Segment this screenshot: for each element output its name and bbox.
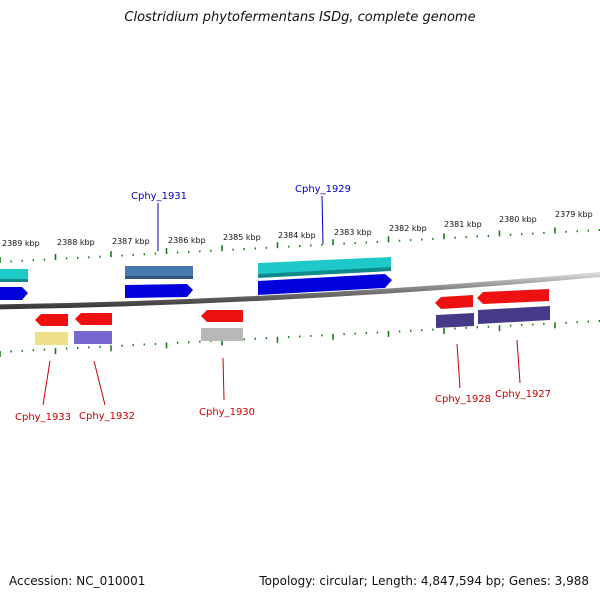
gene-block-cphy-1931[interactable] [125, 266, 193, 278]
accession-text: Accession: NC_010001 [9, 574, 146, 588]
gene-arrow-cphy-1931[interactable] [125, 284, 193, 298]
map-title: Clostridium phytofermentans ISDg, comple… [124, 10, 476, 25]
gene-label-cphy-1931[interactable]: Cphy_1931 [131, 191, 187, 202]
kbp-label: 2380 kbp [499, 215, 537, 224]
gene-arrow-cphy-1930[interactable] [201, 310, 243, 322]
gene-block-cphy-1927[interactable] [478, 306, 550, 324]
reverse-genes [35, 289, 550, 345]
gene-arrow-cphy-1929[interactable] [258, 274, 392, 295]
forward-genes [0, 257, 392, 300]
leader-cphy-1927 [516, 339, 521, 384]
kbp-label: 2388 kbp [57, 238, 95, 247]
leader-lines [42, 195, 521, 406]
gene-shade [125, 276, 193, 279]
topology-summary: Topology: circular; Length: 4,847,594 bp… [259, 574, 589, 588]
kbp-label: 2381 kbp [444, 220, 482, 229]
kbp-label: 2385 kbp [223, 233, 261, 242]
gene-labels: Cphy_1931 Cphy_1929 Cphy_1933 Cphy_1932 … [15, 184, 551, 423]
gene-arrow[interactable] [0, 287, 28, 300]
kbp-label: 2382 kbp [389, 224, 427, 233]
leader-cphy-1930 [222, 357, 225, 401]
gene-block-cphy-1930[interactable] [201, 328, 243, 341]
kbp-label: 2387 kbp [112, 237, 150, 246]
gene-block-cphy-1932[interactable] [74, 331, 112, 344]
gene-label-cphy-1928[interactable]: Cphy_1928 [435, 394, 491, 405]
kbp-label: 2389 kbp [2, 239, 40, 248]
gene-shade [258, 267, 391, 278]
gene-block[interactable] [0, 269, 28, 281]
leader-cphy-1933 [42, 360, 51, 406]
gene-block-cphy-1933[interactable] [35, 332, 68, 345]
gene-arrow-cphy-1932[interactable] [75, 313, 112, 325]
upper-tick-track [0, 227, 600, 263]
chromosome-backbone [0, 271, 600, 310]
gene-shade [0, 279, 28, 282]
leader-cphy-1928 [456, 343, 461, 389]
kbp-labels: 2389 kbp 2388 kbp 2387 kbp 2386 kbp 2385… [2, 210, 593, 248]
kbp-label: 2383 kbp [334, 228, 372, 237]
leader-cphy-1932 [93, 360, 106, 406]
leader-cphy-1929 [321, 195, 324, 245]
gene-arrow-cphy-1927[interactable] [477, 289, 549, 304]
gene-arrow-cphy-1933[interactable] [35, 314, 68, 326]
gene-label-cphy-1933[interactable]: Cphy_1933 [15, 412, 71, 423]
lower-tick-track [0, 320, 600, 357]
gene-block-cphy-1929[interactable] [258, 257, 391, 276]
kbp-label: 2386 kbp [168, 236, 206, 245]
kbp-label: 2379 kbp [555, 210, 593, 219]
gene-label-cphy-1930[interactable]: Cphy_1930 [199, 407, 255, 418]
gene-arrow-cphy-1928[interactable] [435, 295, 473, 309]
gene-label-cphy-1929[interactable]: Cphy_1929 [295, 184, 351, 195]
gene-block-cphy-1928[interactable] [436, 313, 474, 328]
kbp-label: 2384 kbp [278, 231, 316, 240]
gene-label-cphy-1932[interactable]: Cphy_1932 [79, 411, 135, 422]
gene-label-cphy-1927[interactable]: Cphy_1927 [495, 389, 551, 400]
